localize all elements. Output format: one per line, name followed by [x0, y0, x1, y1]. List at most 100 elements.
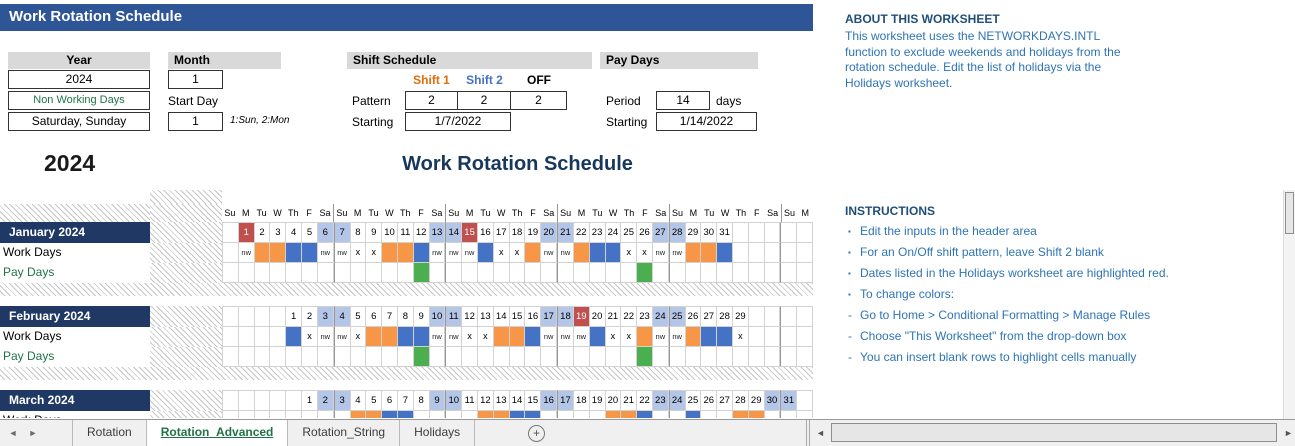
- vertical-scrollbar-thumb[interactable]: [1285, 192, 1294, 234]
- pay-cell-empty: [589, 347, 606, 367]
- tab-scroll-right-icon[interactable]: ►: [28, 428, 38, 438]
- date-cell: 10: [382, 222, 398, 243]
- shift2-cell: [525, 411, 542, 418]
- shift1-cell: [366, 327, 383, 347]
- day-header-cell: M: [353, 208, 362, 218]
- hscroll-left-icon[interactable]: ◄: [816, 428, 825, 438]
- date-cell: 2: [302, 306, 318, 327]
- sheet-tab-rotation_advanced[interactable]: Rotation_Advanced: [146, 420, 289, 446]
- non-working-cell: nw: [557, 327, 574, 347]
- date-cell: 16: [525, 306, 542, 327]
- pattern-shift1-input[interactable]: 2: [405, 91, 458, 110]
- date-cell: 11: [445, 306, 463, 327]
- add-sheet-button[interactable]: +: [528, 425, 545, 442]
- year-section-header: Year: [8, 52, 150, 69]
- date-cell: 7: [397, 390, 414, 411]
- date-cell-empty: [748, 306, 765, 327]
- instruction-text: Go to Home > Conditional Formatting > Ma…: [860, 308, 1151, 322]
- pay-cell-empty: [573, 263, 590, 283]
- non-working-cell: nw: [652, 411, 669, 418]
- day-header-cell: Su: [444, 204, 462, 222]
- non-working-cell: nw: [573, 327, 590, 347]
- pay-cell-empty: [382, 347, 398, 367]
- pay-cell-empty: [317, 347, 334, 367]
- off-day-cell: x: [302, 411, 318, 418]
- non-working-days-cell[interactable]: Non Working Days: [8, 91, 150, 110]
- cell-strip: 1 2 3 4 5 6 7 8 9 10 11 12 13 14 15 16 17 18 19 20 21 22 23 24 2…: [222, 306, 813, 327]
- date-cell: 1: [238, 222, 255, 243]
- instruction-item: - Choose "This Worksheet" from the drop-d…: [848, 329, 1288, 344]
- tab-scroll-left-icon[interactable]: ◄: [8, 428, 18, 438]
- month-label: February 2024: [0, 306, 150, 327]
- off-day-cell: x: [621, 243, 638, 263]
- sheet-tab-rotation_string[interactable]: Rotation_String: [288, 420, 401, 446]
- shift2-cell: [302, 243, 318, 263]
- pay-days-label: Pay Days: [3, 349, 55, 363]
- tab-scrollbar-splitter[interactable]: [806, 420, 810, 446]
- date-cell: 28: [733, 390, 749, 411]
- instructions-list: ▪ Edit the inputs in the header area ▪ For …: [848, 224, 1288, 371]
- date-cell: 16: [478, 222, 494, 243]
- shift-starting-input[interactable]: 1/7/2022: [405, 112, 511, 131]
- start-day-input[interactable]: 1: [168, 112, 223, 131]
- date-cell-empty: [270, 306, 287, 327]
- shift1-cell: [685, 243, 702, 263]
- month-row: January 2024 1 2 3 4 5 6 7 8 9 10 11 12 13 14 15 16 17 18 1…: [0, 222, 813, 243]
- horizontal-scrollbar[interactable]: [829, 420, 1281, 446]
- day-header-cell: Tu: [256, 208, 267, 218]
- pay-cell-empty: [366, 263, 383, 283]
- non-working-cell: nw: [541, 327, 558, 347]
- date-cell-empty: [780, 306, 798, 327]
- date-cell: 12: [462, 306, 478, 327]
- day-header-cell: Tu: [704, 208, 715, 218]
- pay-cell-empty: [541, 263, 558, 283]
- pay-cell-empty: [223, 263, 239, 283]
- bullet-icon: ▪: [848, 290, 851, 299]
- pattern-label: Pattern: [352, 94, 391, 108]
- hatch-gap: [150, 243, 222, 263]
- sheet-tab-rotation[interactable]: Rotation: [72, 420, 147, 446]
- horizontal-scrollbar-thumb[interactable]: [831, 423, 1277, 442]
- instruction-text: Choose "This Worksheet" from the drop-do…: [860, 329, 1127, 343]
- shift2-cell: [382, 411, 398, 418]
- work-cell-empty: [797, 243, 813, 263]
- vertical-scrollbar[interactable]: [1283, 190, 1295, 419]
- shift1-cell: [350, 411, 367, 418]
- pay-cell-empty: [668, 263, 686, 283]
- month-input[interactable]: 1: [168, 70, 223, 89]
- date-cell: 19: [525, 222, 542, 243]
- shift2-column-label: Shift 2: [466, 73, 503, 87]
- work-cell-empty: [254, 411, 271, 418]
- date-cell: 25: [621, 222, 638, 243]
- pay-cell-empty: [429, 347, 446, 367]
- start-day-label: Start Day: [168, 94, 219, 108]
- pattern-off-input[interactable]: 2: [510, 91, 567, 110]
- sheet-tab-holidays[interactable]: Holidays: [400, 420, 476, 446]
- shift-schedule-section-header: Shift Schedule: [347, 52, 592, 69]
- schedule-title-heading: Work Rotation Schedule: [402, 153, 633, 175]
- hatch-gap: [150, 222, 222, 243]
- work-cell-empty: [780, 243, 798, 263]
- non-working-days-input[interactable]: Saturday, Sunday: [8, 112, 150, 131]
- period-input[interactable]: 14: [656, 91, 710, 110]
- pay-cell-empty: [780, 347, 798, 367]
- shift2-cell: [397, 411, 414, 418]
- hscroll-right-icon[interactable]: ►: [1284, 428, 1293, 438]
- shift2-cell: [478, 243, 494, 263]
- year-input[interactable]: 2024: [8, 70, 150, 89]
- pattern-shift2-input[interactable]: 2: [457, 91, 511, 110]
- shift2-cell: [717, 327, 733, 347]
- shift1-cell: [478, 411, 494, 418]
- date-cell-empty: [270, 390, 287, 411]
- date-cell: 27: [717, 390, 733, 411]
- pay-days-section-header: Pay Days: [600, 52, 758, 69]
- pay-cell-empty: [557, 347, 574, 367]
- day-of-week-headers: Su M Tu W Th F Sa Su M Tu W Th F Sa Su M Tu W Th F Sa Su M Tu W T…: [222, 204, 813, 222]
- work-cell-empty: [270, 327, 287, 347]
- pay-starting-input[interactable]: 1/14/2022: [656, 112, 757, 131]
- pay-cell-empty: [238, 263, 255, 283]
- work-days-label: Work Days: [3, 329, 62, 343]
- pay-cell-empty: [397, 347, 414, 367]
- date-cell: 22: [621, 306, 638, 327]
- hatch-gap: [150, 306, 222, 327]
